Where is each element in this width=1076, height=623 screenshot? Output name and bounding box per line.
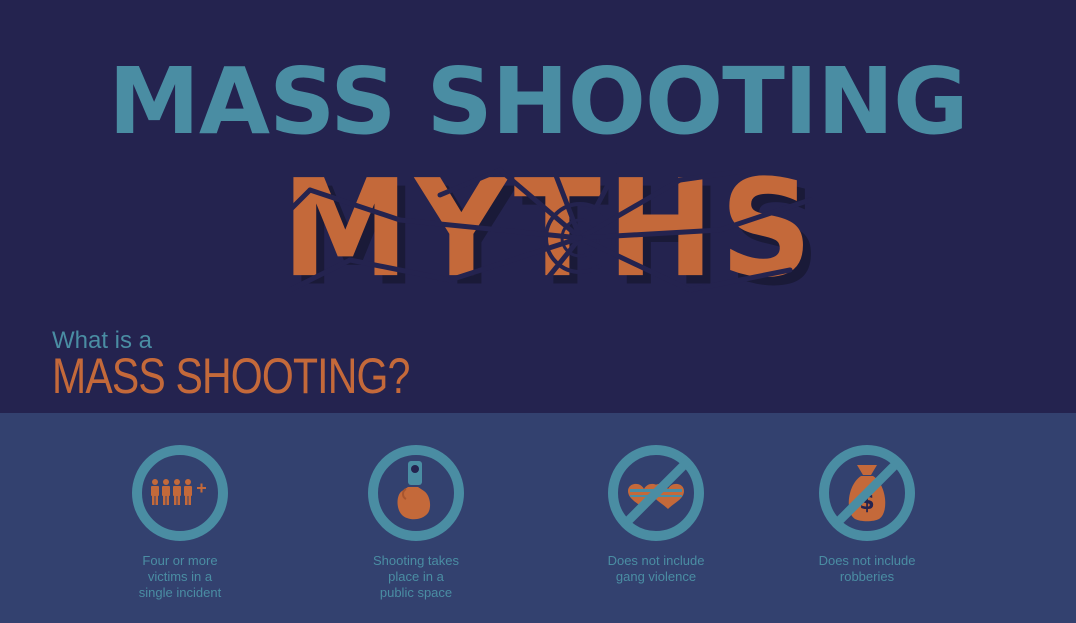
criterion-caption: Shooting takes place in a public space	[372, 553, 459, 600]
section-heading: MASS SHOOTING?	[52, 348, 410, 404]
criterion-four-victims: Four or more victims in a single inciden…	[110, 443, 250, 601]
criterion-no-robberies: $ Does not include robberies	[797, 443, 937, 585]
shattered-glass-icon	[267, 160, 843, 300]
header-panel: MASS SHOOTING MYTHS	[52, 48, 969, 404]
four-victims-icon	[132, 445, 228, 541]
criterion-caption: Does not include robberies	[818, 553, 916, 584]
no-robbery-icon: $	[819, 445, 915, 541]
criterion-public-space: Shooting takes place in a public space	[346, 443, 486, 601]
section-prefix: What is a	[52, 327, 153, 354]
handgun-icon	[368, 445, 464, 541]
criterion-caption: Four or more victims in a single inciden…	[138, 553, 222, 600]
criterion-caption: Does not include gang violence	[607, 553, 705, 584]
title-mass-shooting: MASS SHOOTING	[108, 48, 968, 155]
no-gang-violence-icon	[608, 445, 704, 541]
criterion-no-gang-violence: Does not include gang violence	[586, 443, 726, 585]
criteria-panel: Four or more victims in a single inciden…	[0, 413, 1076, 623]
title-myths-graphic: MYTHS	[250, 156, 850, 303]
